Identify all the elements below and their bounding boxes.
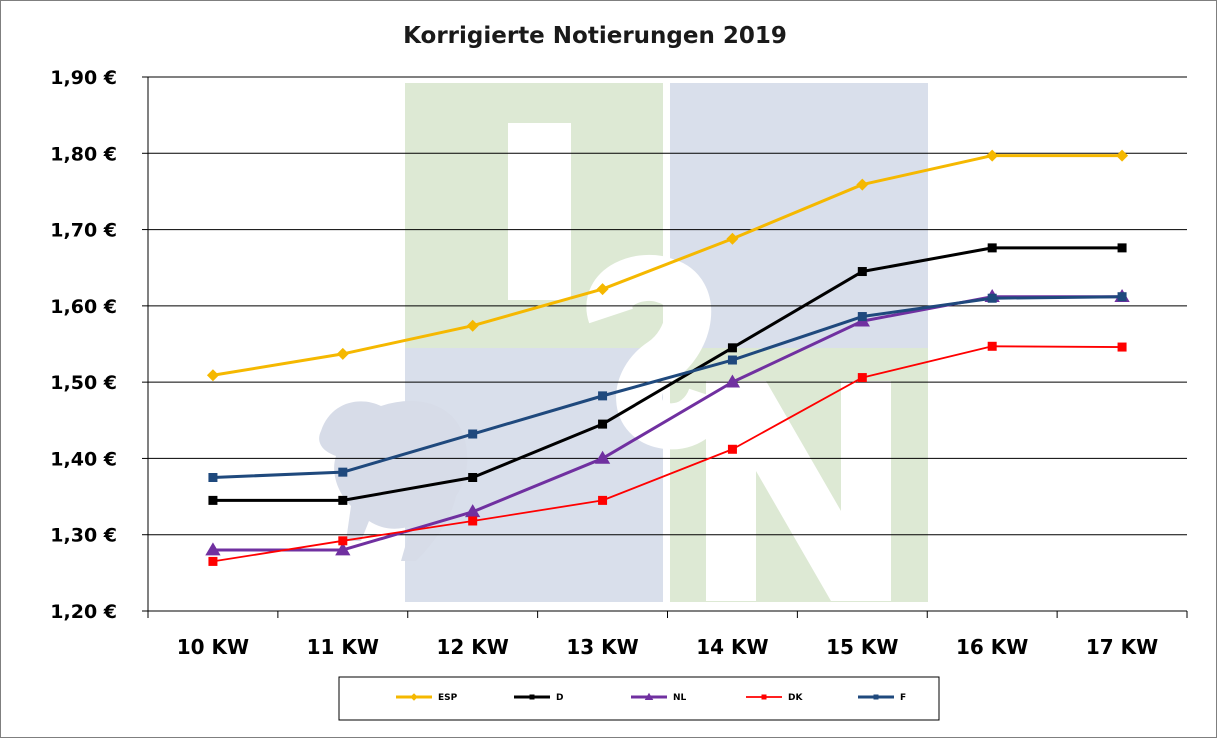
data-point-esp [726,232,739,245]
watermark-letter-i [508,123,571,300]
data-point-esp [206,369,219,382]
legend-label-dk: DK [788,693,803,703]
data-point-esp [856,178,869,191]
x-tick-label: 12 KW [437,635,509,659]
gridlines [148,76,1187,536]
data-point-esp [336,347,349,360]
x-tick-label: 15 KW [826,635,898,659]
legend-marker-d [529,694,535,700]
x-axis-tick-labels: 10 KW 11 KW 12 KW 13 KW 14 KW 15 KW 16 KW 17 KW [177,635,1158,659]
y-tick-label: 1,40 € [50,448,117,470]
x-tick-label: 13 KW [566,635,638,659]
x-tick-label: 14 KW [696,635,768,659]
legend-label-d: D [556,693,563,703]
data-point-nl [724,374,741,388]
series-line-esp [212,154,1123,377]
watermark-blue-block [670,83,928,348]
data-point-nl [594,450,611,464]
legend-marker-dk [761,694,767,700]
watermark-letter-s [586,254,733,450]
series-line-d [212,246,1123,502]
watermark-letter-n [706,381,891,601]
data-point-dk [208,556,218,566]
data-point-f [1117,292,1127,302]
axes [142,76,1188,618]
series-lines [205,149,1130,566]
x-tick-label: 10 KW [177,635,249,659]
data-point-dk [338,536,348,546]
data-point-f [727,355,737,365]
series-line-dk [212,345,1123,563]
data-point-d [468,473,478,482]
chart-title: Korrigierte Notierungen 2019 [403,23,787,49]
data-point-d [208,495,218,505]
data-point-f [468,429,478,439]
data-point-esp [1116,149,1129,162]
y-tick-label: 1,80 € [50,143,117,165]
y-tick-label: 1,70 € [50,220,117,242]
data-point-esp [986,149,999,162]
legend-label-esp: ESP [438,693,458,703]
data-point-f [208,473,218,482]
data-point-dk [857,373,867,383]
legend-label-nl: NL [673,693,687,703]
data-point-d [857,267,867,277]
legend-marker-nl [644,692,654,700]
data-point-nl [335,542,351,556]
data-point-nl [205,542,221,556]
legend-marker-esp [410,693,418,701]
y-tick-label: 1,50 € [50,372,117,394]
y-axis-tick-labels: 1,20 € 1,30 € 1,40 € 1,50 € 1,60 € 1,70 € 1,80… [50,67,117,623]
x-tick-label: 16 KW [956,635,1028,659]
series-line-f [212,295,1123,479]
legend: ESP D NL DK F [338,676,940,721]
data-point-dk [727,444,737,454]
y-tick-label: 1,20 € [50,601,117,623]
y-tick-label: 1,90 € [50,67,117,89]
data-point-d [727,343,737,353]
data-point-dk [598,495,608,505]
data-point-d [598,419,608,429]
data-point-esp [466,319,479,332]
x-tick-label: 17 KW [1086,635,1158,659]
data-point-f [857,312,867,322]
data-point-d [338,495,348,505]
y-tick-label: 1,30 € [50,525,117,547]
legend-marker-f [873,694,879,700]
data-point-f [338,467,348,477]
data-point-esp [596,283,609,296]
data-point-dk [468,516,478,526]
isn-watermark-logo [319,83,928,602]
data-point-f [987,293,997,303]
legend-label-f: F [900,693,906,703]
data-point-f [598,391,608,401]
data-point-dk [987,341,997,351]
data-point-dk [1117,342,1127,352]
data-point-d [987,243,997,253]
data-point-d [1117,243,1127,253]
x-tick-label: 11 KW [307,635,379,659]
data-point-nl [465,504,481,518]
watermark-pig-icon [319,401,468,561]
y-tick-label: 1,60 € [50,296,117,318]
